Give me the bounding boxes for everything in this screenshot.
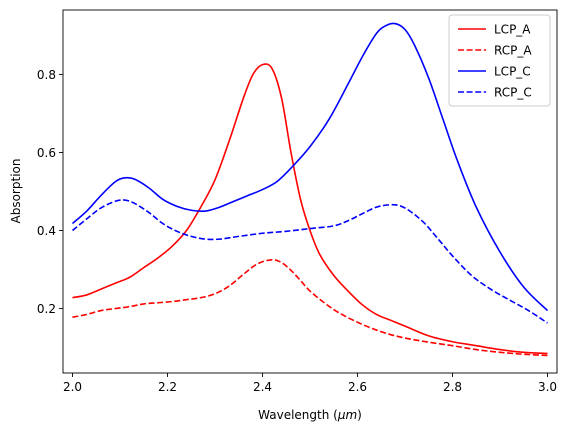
x-tick-label: 2.0 [63,380,82,394]
legend: LCP_A RCP_A LCP_C RCP_C [448,14,551,107]
x-axis-title-close: ) [357,408,362,422]
legend-label: RCP_A [494,44,532,58]
legend-label: LCP_C [494,65,531,79]
x-axis-title-text: Wavelength ( [258,408,338,422]
x-tick-label: 2.2 [158,380,177,394]
legend-label: LCP_A [494,23,531,37]
series-line-rcp-c [71,199,548,324]
x-axis-title: Wavelength (μm) [258,408,362,422]
axes-layer: 2.0 2.2 2.4 2.6 2.8 3.0 0.2 0.4 0.6 0.8 [37,9,558,394]
series-layer [71,22,549,357]
y-tick-label: 0.4 [37,224,56,238]
series-line-rcp-a [72,258,548,357]
axes-frame [62,9,558,374]
x-tick-label: 3.0 [538,380,557,394]
y-tick-label: 0.2 [37,302,56,316]
y-tick-label: 0.8 [37,68,56,82]
series-line-lcp-a [72,63,548,355]
y-tick-label: 0.6 [37,146,56,160]
x-tick-label: 2.6 [348,380,367,394]
x-tick-label: 2.4 [253,380,272,394]
legend-label: RCP_C [494,86,532,100]
legend-box [448,14,551,107]
series-line-lcp-c [71,22,549,312]
x-tick-label: 2.8 [443,380,462,394]
x-axis-title-unit: μm [337,408,357,422]
y-axis-title: Absorption [9,159,23,224]
